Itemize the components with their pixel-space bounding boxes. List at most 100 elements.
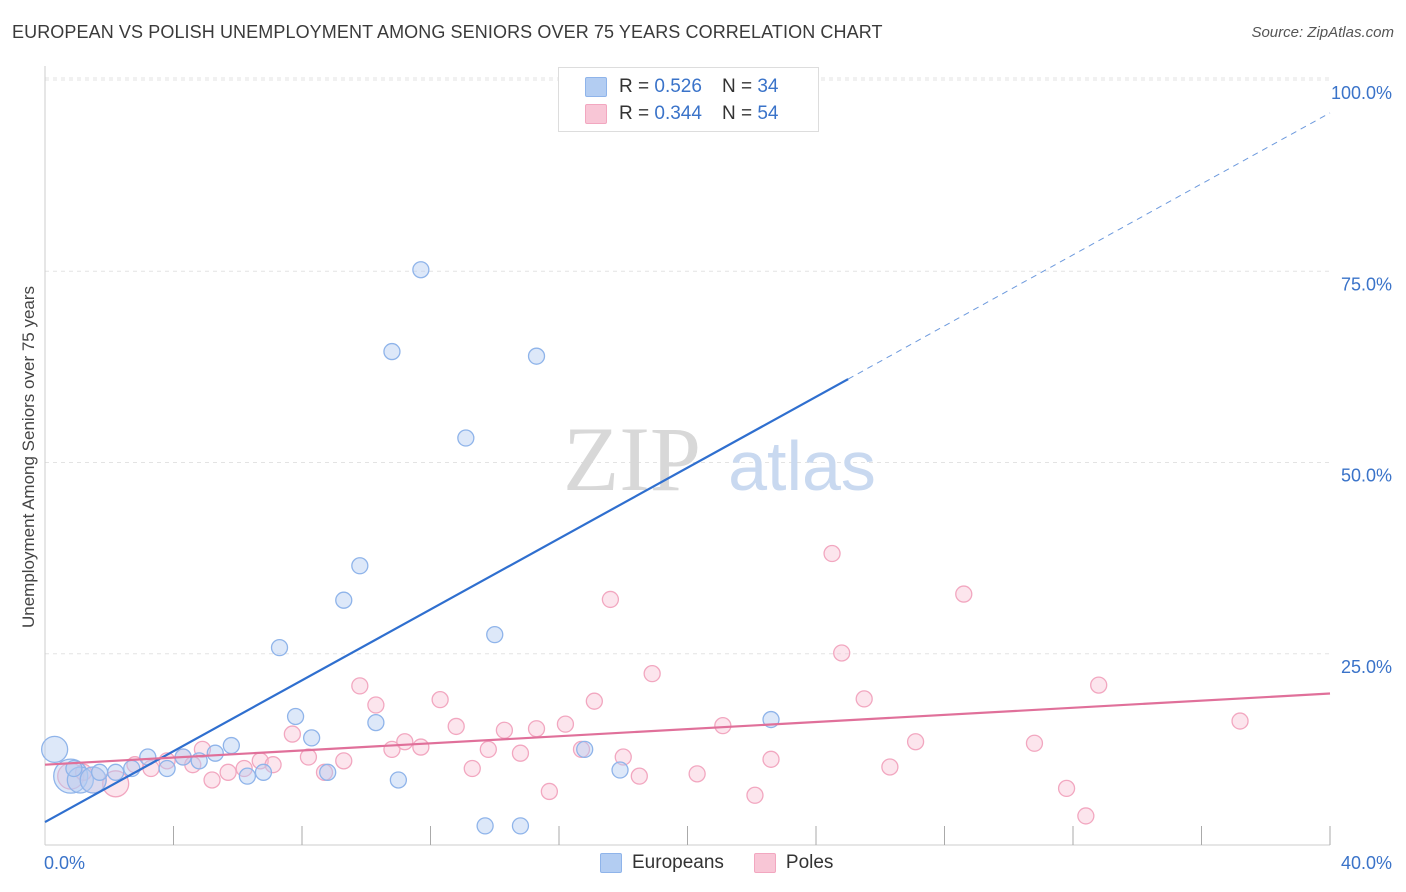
europeans-point [351, 557, 369, 575]
poles-point [601, 590, 620, 609]
legend-n-label: N = [721, 103, 753, 124]
poles-point [1090, 676, 1108, 694]
poles-point [630, 767, 648, 785]
x-tick-label: 40.0% [1341, 853, 1392, 873]
y-axis-label: Unemployment Among Seniors over 75 years [19, 286, 38, 628]
europeans-point [319, 763, 337, 781]
europeans-point [206, 744, 224, 762]
poles-point [219, 763, 237, 781]
europeans-point [270, 638, 289, 657]
poles-point [396, 733, 414, 751]
poles-point [412, 738, 430, 756]
poles-trend-line [44, 692, 1331, 766]
watermark: ZIP atlas [563, 408, 876, 510]
poles-point [906, 733, 925, 751]
y-tick-label: 75.0% [1341, 274, 1392, 294]
europeans-point [412, 261, 430, 279]
europeans-point [65, 759, 83, 778]
legend-swatch-poles [753, 853, 776, 873]
legend-n-value: 34 [757, 76, 779, 97]
poles-point [746, 786, 764, 804]
legend-item-poles: Poles [753, 852, 834, 874]
axes [44, 66, 1331, 846]
y-tick-label: 100.0% [1331, 83, 1392, 103]
europeans-point [511, 817, 530, 835]
poles-point [714, 717, 732, 735]
poles-point [527, 720, 546, 738]
watermark-zip: ZIP [563, 408, 701, 510]
poles-point [556, 715, 575, 733]
poles-point [762, 750, 780, 768]
europeans-point [335, 591, 353, 609]
poles-point [643, 664, 661, 683]
poles-point [283, 725, 302, 743]
poles-point [447, 717, 465, 736]
europeans-point [40, 735, 69, 764]
trend-lines [44, 112, 1331, 824]
legend-swatch-europeans [585, 77, 607, 97]
legend-swatch-europeans [600, 853, 622, 873]
legend-item-europeans: Europeans [600, 852, 724, 874]
poles-point [881, 758, 899, 776]
europeans-point [527, 347, 546, 365]
legend-r-label: R = [619, 103, 650, 124]
legend-r-value: 0.526 [654, 76, 702, 97]
europeans-point [383, 342, 401, 361]
poles-point [823, 544, 841, 563]
poles-point [688, 765, 706, 783]
europeans-point [107, 763, 125, 781]
source-label: Source: ZipAtlas.com [1251, 24, 1394, 41]
europeans-point [476, 817, 494, 835]
europeans-point [457, 429, 475, 447]
poles-point [367, 696, 385, 714]
watermark-atlas: atlas [728, 427, 876, 505]
europeans-trend-extension [847, 112, 1331, 380]
legend-row-europeans: R = 0.526 N = 34 [585, 75, 778, 99]
europeans-points [40, 261, 780, 835]
legend-n-label: N = [721, 76, 753, 97]
poles-point [614, 748, 632, 766]
poles-point [203, 771, 221, 789]
poles-points [57, 544, 1249, 825]
europeans-trend-line [44, 378, 849, 824]
europeans-point [302, 729, 321, 747]
poles-point [479, 740, 497, 759]
y-tick-labels: 25.0% 50.0% 75.0% 100.0% [1331, 83, 1392, 677]
x-tick-label: 0.0% [44, 853, 85, 873]
legend-r-label: R = [619, 76, 650, 97]
poles-point [955, 585, 973, 603]
legend-row-poles: R = 0.344 N = 54 [585, 102, 778, 126]
legend-swatch-poles [585, 104, 607, 124]
legend-label-europeans: Europeans [632, 852, 724, 873]
poles-point [335, 752, 353, 770]
poles-point [511, 744, 530, 762]
poles-point [855, 690, 873, 708]
series-legend: Europeans Poles [600, 852, 863, 874]
poles-point [495, 721, 514, 739]
europeans-point [90, 763, 109, 781]
y-tick-label: 50.0% [1341, 466, 1392, 486]
grid-lines [45, 77, 1330, 655]
legend-n-value: 54 [757, 103, 779, 124]
europeans-point [222, 736, 240, 755]
europeans-point [367, 713, 385, 732]
y-tick-label: 25.0% [1341, 657, 1392, 677]
stats-legend: R = 0.526 N = 34 R = 0.344 N = 54 [558, 67, 819, 132]
poles-point [1057, 779, 1076, 798]
poles-point [1231, 712, 1249, 730]
europeans-point [389, 771, 408, 789]
poles-point [1077, 807, 1095, 825]
poles-point [585, 692, 603, 710]
poles-point [540, 782, 559, 801]
chart-title: EUROPEAN VS POLISH UNEMPLOYMENT AMONG SE… [12, 22, 883, 42]
legend-label-poles: Poles [785, 852, 834, 873]
x-tick-labels: 0.0% 40.0% [44, 853, 1392, 873]
legend-r-value: 0.344 [654, 103, 702, 124]
europeans-point [158, 759, 176, 778]
poles-point [833, 644, 851, 662]
poles-point [351, 677, 369, 695]
europeans-point [611, 761, 629, 779]
europeans-point [238, 767, 257, 785]
poles-point [463, 759, 481, 778]
europeans-point [486, 625, 504, 644]
